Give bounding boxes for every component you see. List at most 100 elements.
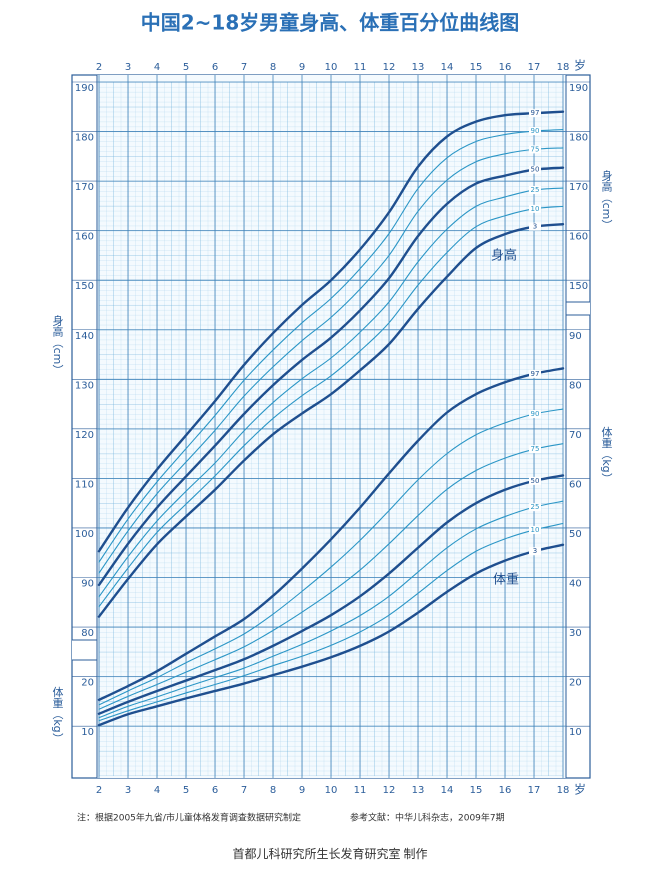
label-bg bbox=[529, 369, 541, 378]
x-tick-label: 15 bbox=[470, 62, 483, 73]
percentile-curve bbox=[97, 474, 565, 715]
x-tick-label: 15 bbox=[470, 785, 483, 796]
weight-label: 体重 bbox=[493, 572, 519, 588]
percentile-curve bbox=[98, 187, 564, 598]
footnote: 注：根据2005年九省/市儿童体格发育调查数据研究制定 bbox=[77, 812, 301, 824]
percentile-label: 50 bbox=[531, 477, 540, 485]
x-tick-label: 5 bbox=[183, 785, 189, 796]
percentile-curve bbox=[97, 367, 565, 702]
label-bg bbox=[529, 525, 541, 534]
x-tick-label: 4 bbox=[154, 785, 160, 796]
percentile-label: 97 bbox=[531, 109, 540, 117]
percentile-label: 75 bbox=[531, 445, 540, 453]
height-label: 身高 bbox=[491, 248, 517, 264]
x-tick-label: 6 bbox=[212, 785, 218, 796]
label-bg bbox=[529, 204, 541, 213]
label-bg bbox=[529, 476, 541, 485]
percentile-curve bbox=[98, 443, 564, 710]
y-tick-label: 80 bbox=[81, 628, 94, 639]
percentile-label: 90 bbox=[531, 410, 540, 418]
x-tick-label: 10 bbox=[325, 62, 338, 73]
x-tick-label: 8 bbox=[270, 785, 276, 796]
x-tick-label: 6 bbox=[212, 62, 218, 73]
y-tick-label: 170 bbox=[569, 182, 588, 193]
percentile-label: 50 bbox=[531, 166, 540, 174]
y2-tick-label: 60 bbox=[569, 479, 582, 490]
label-bg bbox=[529, 165, 541, 174]
percentile-label: 25 bbox=[531, 503, 540, 511]
x-tick-label: 16 bbox=[499, 62, 512, 73]
x-tick-label: 17 bbox=[528, 62, 541, 73]
x-tick-label: 14 bbox=[441, 785, 454, 796]
y2-tick-label: 20 bbox=[81, 678, 94, 689]
y-tick-label: 180 bbox=[569, 133, 588, 144]
percentile-curve bbox=[97, 110, 565, 553]
label-bg bbox=[529, 109, 541, 118]
label-bg bbox=[529, 409, 541, 418]
reference: 参考文献：中华儿科杂志，2009年7期 bbox=[350, 812, 505, 824]
y2-tick-label: 80 bbox=[569, 380, 582, 391]
percentile-curve bbox=[98, 522, 564, 722]
x-tick-label: 9 bbox=[299, 785, 305, 796]
percentile-label: 75 bbox=[531, 145, 540, 153]
y-tick-label: 190 bbox=[75, 83, 94, 94]
percentile-curve bbox=[98, 205, 564, 608]
percentile-curve bbox=[97, 166, 565, 587]
y2-axis-label: 体重（kg） bbox=[51, 685, 64, 744]
x-tick-label: 11 bbox=[354, 785, 367, 796]
x-tick-label: 3 bbox=[125, 785, 131, 796]
x-unit: 岁 bbox=[574, 782, 586, 797]
x-tick-label: 4 bbox=[154, 62, 160, 73]
x-tick-label: 11 bbox=[354, 62, 367, 73]
percentile-curve bbox=[98, 500, 564, 719]
y-tick-label: 180 bbox=[75, 133, 94, 144]
percentile-label: 25 bbox=[531, 186, 540, 194]
y-tick-label: 110 bbox=[75, 479, 94, 490]
y2-tick-label: 90 bbox=[569, 331, 582, 342]
y2-tick-label: 20 bbox=[569, 678, 582, 689]
percentile-label: 97 bbox=[531, 370, 540, 378]
y-tick-label: 170 bbox=[75, 182, 94, 193]
x-tick-label: 12 bbox=[383, 62, 396, 73]
percentile-label: 3 bbox=[533, 547, 537, 555]
y-tick-label: 140 bbox=[75, 331, 94, 342]
percentile-curve bbox=[98, 129, 564, 563]
x-tick-label: 9 bbox=[299, 62, 305, 73]
x-tick-label: 16 bbox=[499, 785, 512, 796]
percentile-label: 10 bbox=[531, 205, 540, 213]
x-tick-label: 13 bbox=[412, 785, 425, 796]
y-tick-label: 130 bbox=[75, 380, 94, 391]
label-bg bbox=[529, 186, 541, 195]
y-tick-label: 120 bbox=[75, 430, 94, 441]
label-bg bbox=[529, 503, 541, 512]
chart-title: 中国2~18岁男童身高、体重百分位曲线图 bbox=[141, 11, 520, 35]
y2-tick-label: 10 bbox=[569, 727, 582, 738]
x-tick-label: 2 bbox=[96, 62, 102, 73]
y2-axis-label: 体重（kg） bbox=[600, 425, 613, 484]
percentile-curve bbox=[97, 223, 565, 618]
x-tick-label: 3 bbox=[125, 62, 131, 73]
y-tick-label: 190 bbox=[569, 83, 588, 94]
x-tick-label: 14 bbox=[441, 62, 454, 73]
y-tick-label: 160 bbox=[569, 232, 588, 243]
x-tick-label: 7 bbox=[241, 62, 247, 73]
label-bg bbox=[529, 547, 541, 556]
percentile-label: 90 bbox=[531, 127, 540, 135]
axis-gap bbox=[72, 640, 97, 660]
label-bg bbox=[529, 127, 541, 136]
credit: 首都儿科研究所生长发育研究室 制作 bbox=[232, 846, 427, 861]
x-tick-label: 7 bbox=[241, 785, 247, 796]
y2-tick-label: 30 bbox=[569, 628, 582, 639]
y-tick-label: 150 bbox=[75, 281, 94, 292]
label-bg bbox=[529, 222, 541, 231]
x-tick-label: 13 bbox=[412, 62, 425, 73]
label-bg bbox=[529, 145, 541, 154]
x-tick-label: 5 bbox=[183, 62, 189, 73]
label-bg bbox=[529, 445, 541, 454]
y-tick-label: 160 bbox=[75, 232, 94, 243]
y2-tick-label: 70 bbox=[569, 430, 582, 441]
axis-gap bbox=[566, 302, 590, 315]
y2-tick-label: 40 bbox=[569, 579, 582, 590]
y2-tick-label: 10 bbox=[81, 727, 94, 738]
